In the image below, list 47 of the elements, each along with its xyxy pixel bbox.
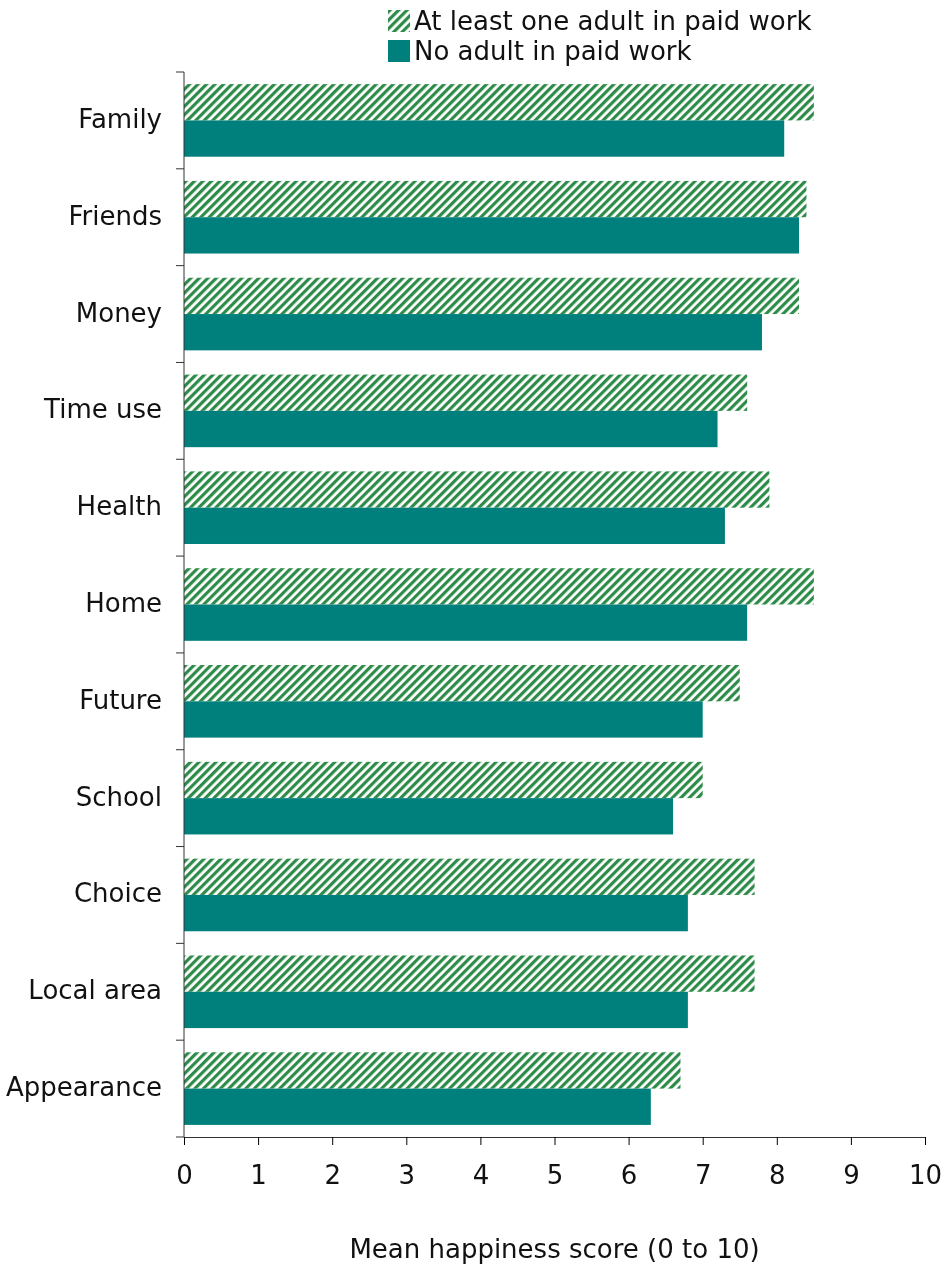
bar (184, 1088, 651, 1125)
bar (184, 955, 755, 992)
y-tick-label: School (75, 781, 162, 812)
x-tick-label: 6 (620, 1160, 638, 1191)
bar (184, 858, 755, 895)
bar (184, 180, 807, 218)
bar (184, 84, 814, 121)
x-tick-label: 3 (398, 1160, 416, 1191)
bar (184, 568, 814, 605)
x-tick-label: 0 (176, 1160, 193, 1191)
y-tick-label: Home (85, 588, 162, 618)
x-tick-label: 4 (472, 1160, 490, 1191)
y-tick-label: Friends (68, 200, 162, 231)
y-tick-label: Family (78, 103, 162, 134)
bar (184, 991, 688, 1029)
x-tick-label: 8 (769, 1160, 786, 1191)
y-tick-label: Future (79, 684, 162, 715)
y-tick-label: Money (75, 297, 162, 328)
bar (184, 314, 762, 351)
x-axis-title: Mean happiness score (0 to 10) (349, 1234, 760, 1264)
x-tick-label: 1 (250, 1160, 267, 1191)
y-tick-label: Time use (43, 394, 162, 425)
y-tick-label: Local area (28, 975, 162, 1006)
bar (184, 1052, 681, 1089)
bar (184, 120, 785, 157)
bar (184, 798, 674, 835)
bar (184, 701, 703, 738)
x-tick-label: 7 (694, 1160, 712, 1191)
y-tick-label: Appearance (5, 1072, 162, 1103)
bar (184, 665, 740, 702)
bar (184, 761, 703, 799)
bar (184, 894, 688, 932)
y-tick-label: Health (76, 491, 162, 522)
bar (184, 410, 718, 448)
y-tick-label: Choice (73, 878, 162, 909)
x-tick-label: 10 (908, 1160, 943, 1191)
bar (184, 507, 725, 544)
x-tick-label: 9 (843, 1160, 860, 1191)
bar (184, 217, 800, 254)
legend-label: At least one adult in paid work (414, 5, 812, 36)
bar (184, 374, 748, 411)
x-tick-label: 2 (324, 1160, 341, 1191)
bar (184, 471, 770, 508)
bar (184, 277, 800, 315)
x-tick-label: 5 (546, 1160, 564, 1191)
legend-label: No adult in paid work (414, 35, 692, 66)
bar (184, 604, 748, 641)
